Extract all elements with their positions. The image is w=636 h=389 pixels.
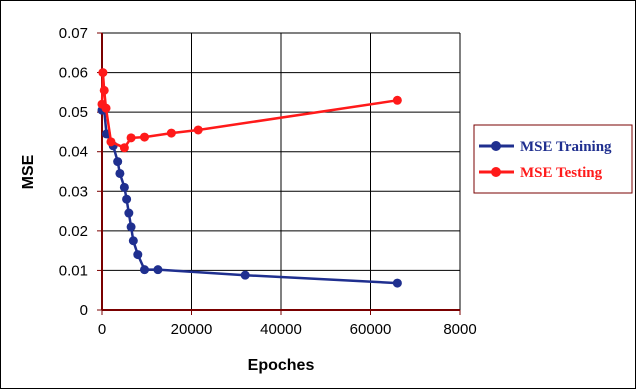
y-tick-label: 0.06 [59,65,88,82]
data-point-mse-testing [101,103,111,113]
x-tick-label: 8000 [443,321,476,338]
data-point-mse-testing [119,143,129,153]
legend-label-training: MSE Training [520,139,612,155]
y-tick-labels: 0 0.01 0.02 0.03 0.04 0.05 0.06 0.07 [59,25,88,319]
data-point-mse-testing [193,125,203,135]
legend: MSE Training MSE Testing [473,124,633,194]
legend-label-testing: MSE Testing [520,165,603,181]
y-tick-label: 0.04 [59,144,88,161]
data-point-mse-testing [99,85,109,95]
x-tick-label: 40000 [260,321,302,338]
data-point-mse-testing [140,132,150,142]
y-tick-label: 0.03 [59,183,88,200]
gridlines [102,32,461,310]
legend-box [473,124,633,194]
data-point-mse-training [128,236,138,246]
y-tick-label: 0.01 [59,262,88,279]
data-point-mse-training [115,168,125,178]
data-point-mse-training [126,222,136,232]
data-point-mse-training [240,270,250,280]
x-axis-title: Epoches [248,357,315,374]
x-tick-labels: 0 20000 40000 60000 8000 [98,321,477,338]
data-point-mse-training [124,208,134,218]
data-point-mse-training [119,182,129,192]
y-tick-label: 0.05 [59,104,88,121]
x-tick-label: 60000 [350,321,392,338]
x-tick-label: 20000 [171,321,213,338]
y-axis-title: MSE [20,154,37,189]
data-point-mse-testing [106,137,116,147]
data-point-mse-training [133,250,143,260]
data-point-mse-testing [166,128,176,138]
y-tick-label: 0.02 [59,223,88,240]
data-point-mse-training [153,265,163,275]
data-point-mse-testing [126,133,136,143]
data-point-mse-training [392,278,402,288]
legend-marker-training [491,141,501,151]
data-point-mse-training [113,157,123,167]
data-point-mse-testing [392,95,402,105]
series-layer [97,68,402,288]
data-point-mse-testing [98,68,108,78]
series-mse-testing [97,68,402,153]
y-tick-label: 0 [80,302,88,319]
data-point-mse-training [140,265,150,275]
y-tick-label: 0.07 [59,25,88,42]
data-point-mse-training [122,194,132,204]
legend-marker-testing [491,167,501,177]
x-tick-label: 0 [98,321,106,338]
